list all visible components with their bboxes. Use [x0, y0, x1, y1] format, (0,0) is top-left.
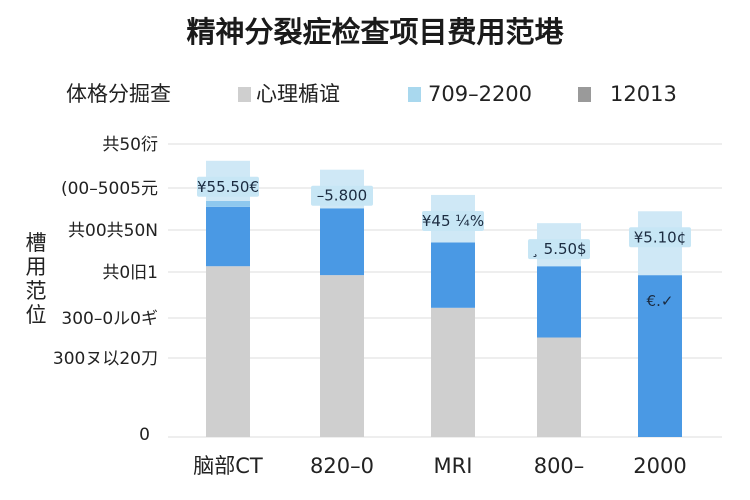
- y-tick-label: 300ヌ以20刀: [53, 349, 158, 369]
- legend-label-0: 体格分掘查: [66, 82, 171, 106]
- data-label: ¥5.10¢: [634, 228, 687, 246]
- legend-swatch-3: [578, 87, 591, 102]
- data-label-background: [528, 239, 590, 260]
- chart-title: 精神分裂症检查项目费用范塂: [186, 15, 564, 49]
- y-tick-label: 0: [139, 425, 150, 445]
- x-tick-label: 800–: [534, 454, 585, 478]
- bar-segment: [206, 206, 250, 267]
- data-label-background: [629, 227, 691, 248]
- x-tick-label: 脑部CT: [193, 454, 263, 478]
- legend: 体格分掘查 心理楯谊 709–2200 12013: [66, 82, 677, 106]
- y-tick-label: 共50衍: [102, 135, 158, 155]
- data-label-background: [311, 185, 373, 206]
- bar-segment: [537, 266, 581, 338]
- inner-data-label: €.✓: [647, 292, 674, 310]
- data-labels: ¥55.50€ –5.800 ¥45 ¼% ¸ 5.50$ ¥5.10¢ €.✓: [197, 176, 691, 310]
- y-axis-title-char: 用: [26, 255, 47, 279]
- bar-segment: [638, 275, 682, 437]
- bar-segment: [431, 307, 475, 437]
- y-tick-label: 共0旧1: [102, 263, 158, 283]
- data-label: ¥55.50€: [197, 178, 259, 196]
- x-tick-label: 820–0: [310, 454, 374, 478]
- data-label: ¸ 5.50$: [531, 240, 586, 258]
- bars: [206, 160, 682, 437]
- bar-segment: [206, 200, 250, 207]
- y-axis-title-char: 范: [26, 279, 47, 303]
- y-tick-label: 300–0ル0ギ: [61, 309, 158, 329]
- x-tick-label: MRI: [434, 454, 473, 478]
- legend-label-1: 心理楯谊: [256, 82, 340, 106]
- bar-segment: [537, 337, 581, 437]
- legend-label-3: 12013: [610, 82, 677, 106]
- y-axis-title-char: 槽: [26, 231, 47, 255]
- data-label: –5.800: [317, 187, 367, 205]
- bar-segment: [431, 242, 475, 308]
- data-label-background: [422, 210, 484, 231]
- data-label-background: [197, 176, 259, 197]
- bar-segment: [206, 266, 250, 437]
- x-tick-label: 2000: [633, 454, 686, 478]
- legend-swatch-1: [238, 87, 251, 102]
- x-tick-labels: 脑部CT 820–0 MRI 800– 2000: [193, 454, 686, 478]
- bar-segment: [320, 275, 364, 437]
- y-tick-label: (00–5005元: [61, 179, 158, 199]
- y-axis-title-char: 位: [26, 303, 47, 327]
- data-label: ¥45 ¼%: [422, 212, 484, 230]
- legend-swatch-2: [408, 87, 421, 102]
- bar-segment: [320, 208, 364, 276]
- y-tick-label: 共00共50N: [68, 221, 158, 241]
- legend-label-2: 709–2200: [428, 82, 532, 106]
